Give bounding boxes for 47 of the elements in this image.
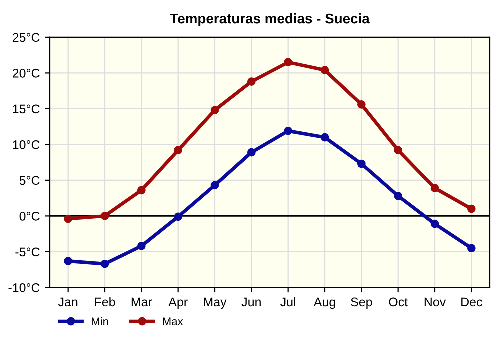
point xyxy=(210,106,220,115)
x-tick-label: Feb xyxy=(95,297,116,307)
x-tick-label: Sep xyxy=(351,298,372,310)
point xyxy=(358,160,366,168)
y-tick-label: 5°C xyxy=(20,176,40,186)
point xyxy=(64,214,72,224)
y-tick-label: 0°C xyxy=(20,212,40,221)
y-tick-label: 15°C xyxy=(13,104,40,114)
y-tick-label: -10°C xyxy=(8,284,40,292)
x-tick-label: Jun xyxy=(242,298,261,307)
chart-title: Temperaturas medias - Suecia xyxy=(170,13,370,26)
x-tick-label: Jul xyxy=(280,297,296,307)
x-tick-label: Mar xyxy=(132,298,152,307)
y-tick-label: 10°C xyxy=(13,140,40,150)
point xyxy=(284,58,292,67)
legend-label: Max xyxy=(163,318,184,326)
y-tick-label: -5°C xyxy=(16,248,40,257)
point xyxy=(174,212,182,222)
point xyxy=(394,146,402,155)
x-tick-label: May xyxy=(204,298,227,310)
point xyxy=(100,212,110,220)
point xyxy=(138,242,146,250)
point xyxy=(320,133,330,142)
point xyxy=(430,220,440,228)
x-tick-label: Jan xyxy=(58,298,78,307)
point xyxy=(468,244,476,253)
x-tick-label: Dec xyxy=(462,298,482,307)
point xyxy=(394,192,402,200)
y-tick-label: 25°C xyxy=(12,33,40,42)
point xyxy=(248,148,256,157)
y-tick-label: 20°C xyxy=(12,69,40,78)
x-tick-label: Aug xyxy=(314,298,336,310)
point xyxy=(248,78,256,86)
point xyxy=(320,66,330,75)
x-tick-label: Nov xyxy=(424,298,446,307)
point xyxy=(284,126,292,136)
x-tick-label: Apr xyxy=(168,298,188,310)
point xyxy=(210,181,220,190)
point xyxy=(138,186,146,195)
point xyxy=(174,146,182,155)
point xyxy=(430,184,440,192)
point xyxy=(64,257,72,266)
point xyxy=(468,204,476,214)
legend-label: Min xyxy=(92,317,108,326)
point xyxy=(358,100,366,109)
point xyxy=(100,260,110,268)
x-tick-label: Oct xyxy=(389,298,408,307)
